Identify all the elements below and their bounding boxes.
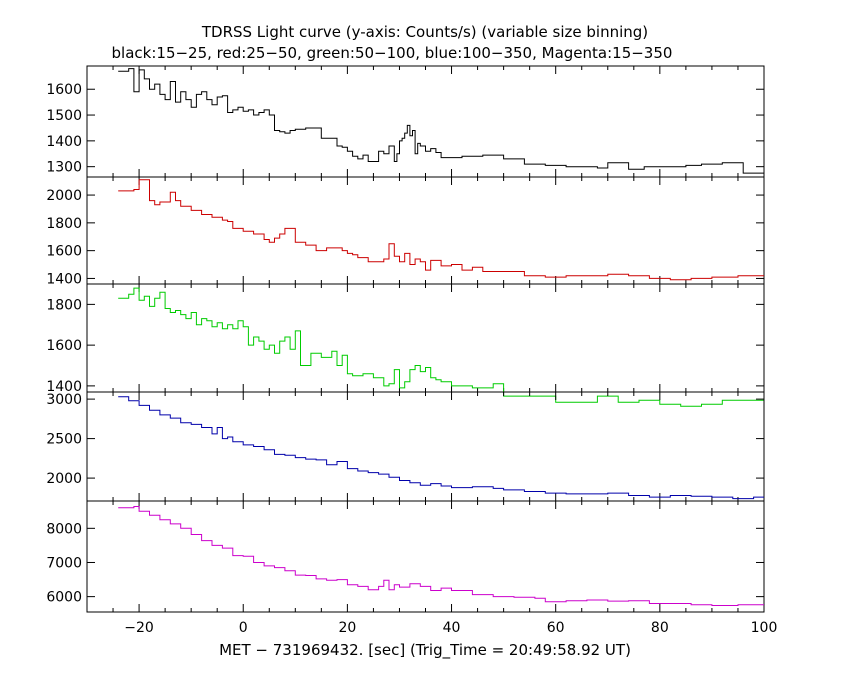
y-tick-label: 6000 (46, 590, 82, 606)
x-tick-label: 0 (239, 620, 248, 636)
x-axis-label: MET − 731969432. [sec] (Trig_Time = 20:4… (219, 641, 631, 660)
y-tick-label: 2000 (46, 471, 82, 487)
y-tick-label: 2000 (46, 188, 82, 204)
series-line-blue (118, 396, 764, 500)
y-tick-label: 1400 (46, 134, 82, 150)
panel-green: 1400 1600 1800 (46, 283, 765, 407)
series-line-green (118, 287, 764, 407)
panels-group: 1300 1400 1500 1600 1400 1600 1800 2000 1400 1600… (46, 65, 765, 613)
y-tick-label: 1300 (46, 160, 82, 176)
panel-frame (86, 500, 765, 613)
x-tick-label: −20 (124, 620, 154, 636)
x-tick-label: 80 (651, 620, 669, 636)
chart-title: TDRSS Light curve (y-axis: Counts/s) (va… (201, 23, 648, 41)
panel-blue: 2000 2500 3000 (46, 391, 765, 502)
y-tick-label: 1500 (46, 108, 82, 124)
panel-frame (86, 65, 765, 178)
series-line-magenta (118, 506, 764, 606)
series-line-red (118, 179, 764, 281)
y-tick-label: 3000 (46, 392, 82, 408)
panel-magenta: 6000 7000 8000 (46, 500, 765, 613)
y-tick-label: 7000 (46, 555, 82, 571)
y-tick-label: 8000 (46, 521, 82, 537)
panel-frame (86, 283, 765, 393)
x-tick-label: 40 (443, 620, 461, 636)
panel-frame (86, 391, 765, 502)
y-tick-label: 1400 (46, 379, 82, 395)
y-tick-label: 1600 (46, 244, 82, 260)
x-tick-label: 20 (338, 620, 356, 636)
panel-red: 1400 1600 1800 2000 (46, 176, 765, 287)
y-tick-label: 1400 (46, 271, 82, 287)
y-tick-label: 1800 (46, 216, 82, 232)
y-tick-label: 1800 (46, 297, 82, 313)
panel-black: 1300 1400 1500 1600 (46, 65, 765, 178)
y-tick-label: 2500 (46, 432, 82, 448)
series-line-black (118, 68, 764, 174)
chart-subtitle: black:15−25, red:25−50, green:50−100, bl… (112, 44, 673, 62)
x-tick-label: 100 (751, 620, 778, 636)
y-tick-label: 1600 (46, 82, 82, 98)
x-tick-label: 60 (547, 620, 565, 636)
x-tick-labels: −20 0 20 40 60 80 100 (124, 620, 777, 636)
y-tick-label: 1600 (46, 338, 82, 354)
